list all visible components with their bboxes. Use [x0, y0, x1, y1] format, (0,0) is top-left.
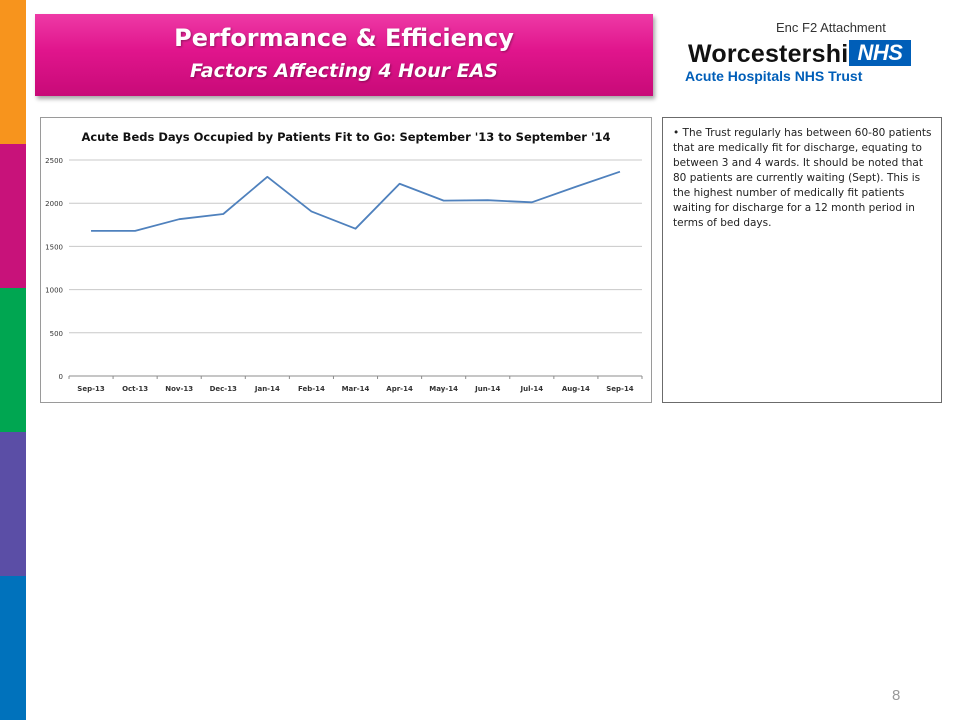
chart-title: Acute Beds Days Occupied by Patients Fit… — [81, 130, 611, 144]
side-strip-blue — [0, 576, 26, 720]
x-tick-label: Apr-14 — [386, 385, 413, 393]
notes-text: The Trust regularly has between 60-80 pa… — [673, 127, 932, 229]
chart-frame: Acute Beds Days Occupied by Patients Fit… — [40, 117, 652, 403]
x-tick-label: Jul-14 — [519, 385, 543, 393]
x-tick-label: Aug-14 — [562, 385, 590, 393]
side-strip-purple — [0, 432, 26, 576]
y-tick-label: 500 — [50, 330, 63, 338]
notes-box: • The Trust regularly has between 60-80 … — [662, 117, 942, 403]
line-chart: 0 500 1000 1500 2000 2500 Sep-13 Oct-13 Nov-13 De… — [45, 157, 643, 393]
y-tick-label: 1000 — [45, 287, 63, 295]
logo-org-name: Worcestershire — [688, 40, 873, 68]
title-banner: Performance & Efficiency Factors Affecti… — [35, 14, 653, 96]
x-tick-label: Jan-14 — [254, 385, 280, 393]
x-tick-label: Nov-13 — [165, 385, 193, 393]
y-tick-label: 2000 — [45, 200, 63, 208]
side-strip-orange — [0, 0, 26, 144]
y-tick-label: 2500 — [45, 157, 63, 165]
logo-trust-name: Acute Hospitals NHS Trust — [685, 68, 863, 84]
x-tick-label: Jun-14 — [474, 385, 500, 393]
side-color-strip — [0, 0, 26, 720]
y-tick-label: 1500 — [45, 243, 63, 251]
x-tick-label: Sep-13 — [77, 385, 105, 393]
nhs-logo: NHS — [849, 40, 911, 66]
page-number: 8 — [892, 687, 901, 704]
enc-label: Enc F2 Attachment — [776, 20, 886, 35]
side-strip-green — [0, 288, 26, 432]
x-tick-label: Oct-13 — [122, 385, 148, 393]
x-tick-label: Feb-14 — [298, 385, 325, 393]
x-tick-label: Mar-14 — [342, 385, 370, 393]
side-strip-magenta — [0, 144, 26, 288]
notes-bullet: • The Trust regularly has between 60-80 … — [673, 127, 932, 229]
page-title: Performance & Efficiency — [174, 24, 514, 52]
page-subtitle: Factors Affecting 4 Hour EAS — [190, 60, 498, 82]
x-tick-label: Sep-14 — [606, 385, 634, 393]
x-tick-label: Dec-13 — [210, 385, 237, 393]
y-tick-label: 0 — [59, 373, 63, 381]
x-tick-label: May-14 — [429, 385, 458, 393]
series-line — [91, 170, 621, 232]
